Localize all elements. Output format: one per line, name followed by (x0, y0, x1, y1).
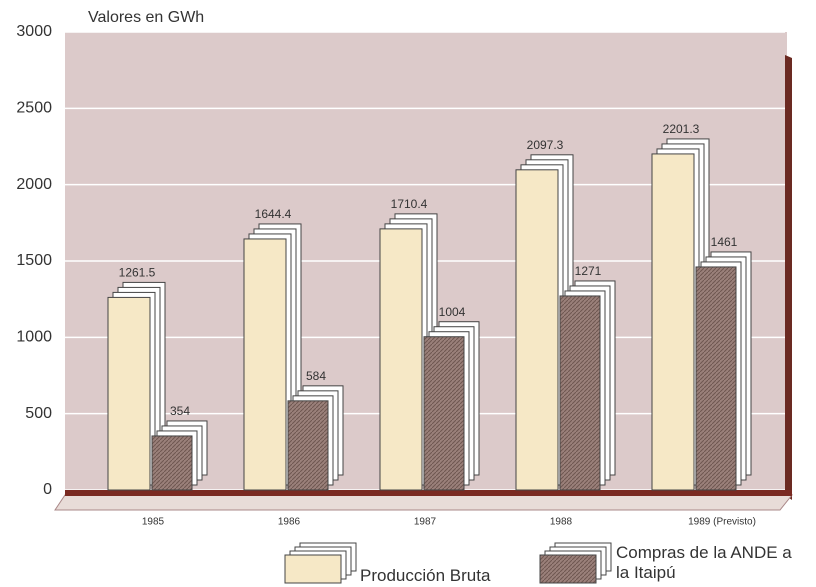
floor (54, 494, 794, 511)
bar (559, 295, 601, 491)
bar (287, 400, 329, 491)
x-tick-label: 1986 (278, 517, 301, 528)
value-label: 584 (306, 369, 326, 383)
legend-label: Compras de la ANDE a la Itaipú (616, 543, 792, 582)
value-label: 1261.5 (119, 266, 156, 280)
bar (107, 296, 151, 491)
y-tick-label: 3000 (16, 23, 52, 40)
value-label: 1710.4 (391, 197, 428, 211)
bar (515, 169, 559, 491)
bar (243, 238, 287, 491)
value-label: 1271 (575, 264, 602, 278)
value-label: 354 (170, 404, 190, 418)
right-wall (785, 55, 792, 500)
x-tick-label: 1985 (142, 517, 165, 528)
y-tick-label: 0 (43, 481, 52, 498)
bar (651, 153, 695, 491)
y-axis-label: Valores en GWh (88, 9, 204, 26)
value-label: 1004 (439, 305, 466, 319)
x-tick-label: 1989 (Previsto) (688, 517, 756, 528)
value-label: 2097.3 (527, 138, 564, 152)
y-tick-label: 1500 (16, 252, 52, 269)
bar (695, 266, 737, 491)
x-tick-label: 1987 (414, 517, 437, 528)
bar (423, 336, 465, 491)
x-tick-label: 1988 (550, 517, 573, 528)
y-tick-label: 500 (25, 405, 52, 422)
legend-swatch (539, 554, 597, 584)
bar (151, 435, 193, 491)
value-label: 1644.4 (255, 207, 292, 221)
value-label: 1461 (711, 235, 738, 249)
y-tick-label: 2000 (16, 176, 52, 193)
value-label: 2201.3 (663, 122, 700, 136)
legend-label: Producción Bruta (360, 566, 491, 585)
legend-swatch (284, 554, 342, 584)
bar (379, 228, 423, 491)
y-tick-label: 2500 (16, 100, 52, 117)
y-tick-label: 1000 (16, 329, 52, 346)
